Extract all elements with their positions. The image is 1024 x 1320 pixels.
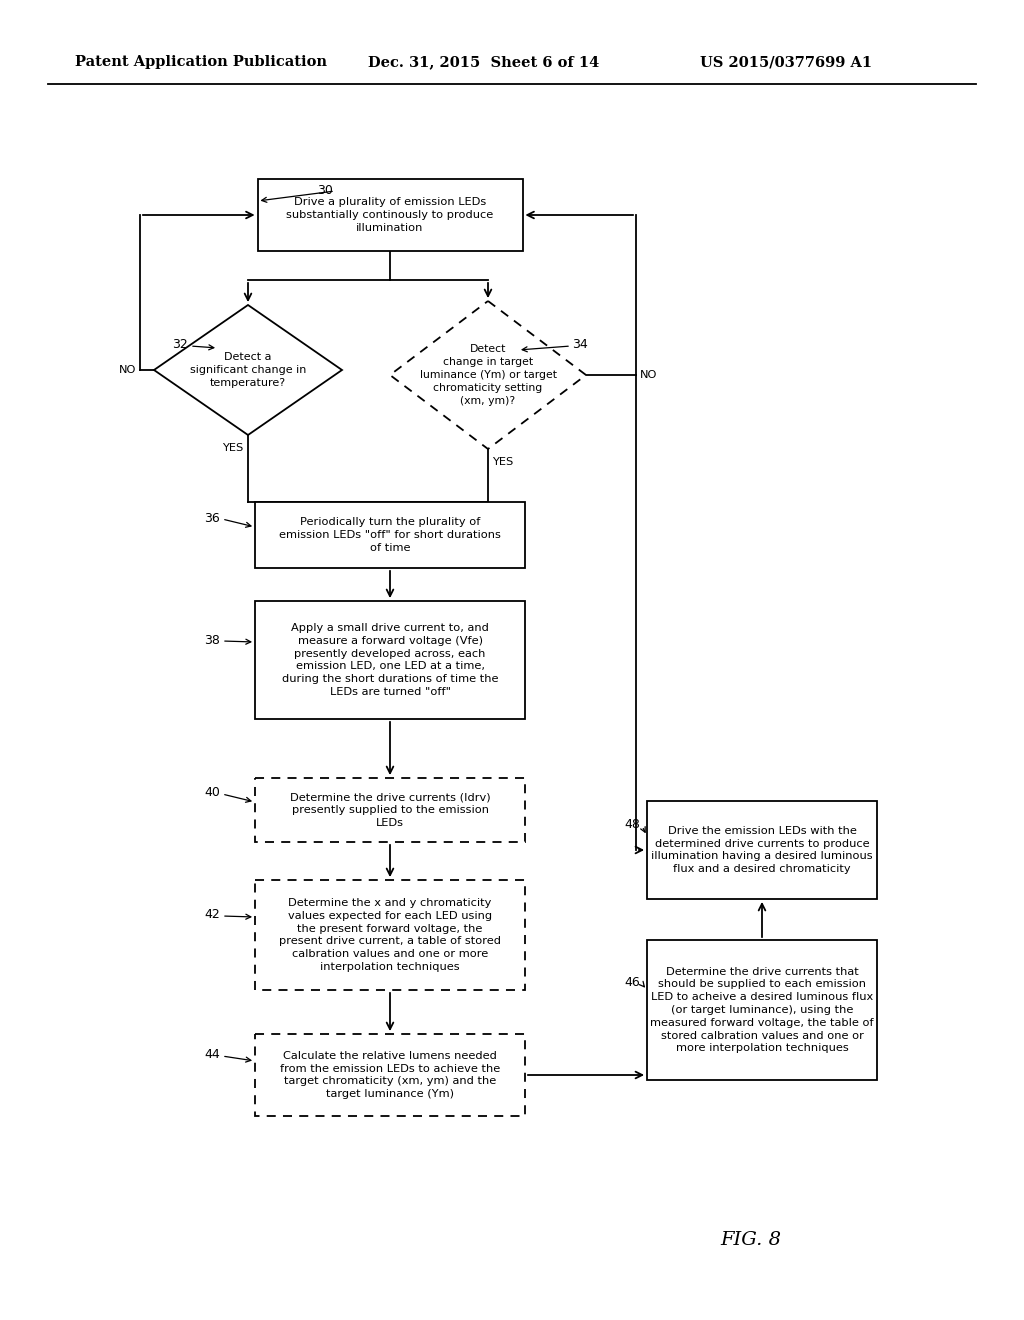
Text: Determine the x and y chromaticity
values expected for each LED using
the presen: Determine the x and y chromaticity value… (279, 898, 501, 972)
Text: 48: 48 (624, 818, 640, 832)
Text: YES: YES (493, 457, 514, 467)
Text: Calculate the relative lumens needed
from the emission LEDs to achieve the
targe: Calculate the relative lumens needed fro… (280, 1051, 500, 1100)
Text: Dec. 31, 2015  Sheet 6 of 14: Dec. 31, 2015 Sheet 6 of 14 (368, 55, 599, 69)
Text: NO: NO (640, 370, 657, 380)
Bar (255, 601, 525, 719)
Bar (255, 502, 525, 568)
Text: 32: 32 (172, 338, 188, 351)
Polygon shape (154, 305, 342, 436)
Text: Detect a
significant change in
temperature?: Detect a significant change in temperatu… (189, 352, 306, 388)
Text: 42: 42 (204, 908, 220, 921)
Text: Patent Application Publication: Patent Application Publication (75, 55, 327, 69)
Text: YES: YES (222, 444, 244, 453)
Text: 30: 30 (317, 183, 333, 197)
Text: Periodically turn the plurality of
emission LEDs "off" for short durations
of ti: Periodically turn the plurality of emiss… (280, 517, 501, 553)
Polygon shape (390, 301, 586, 449)
Text: US 2015/0377699 A1: US 2015/0377699 A1 (700, 55, 872, 69)
Text: 38: 38 (204, 634, 220, 647)
Bar (255, 777, 525, 842)
Bar (255, 1034, 525, 1115)
Text: 46: 46 (625, 977, 640, 990)
Text: Drive the emission LEDs with the
determined drive currents to produce
illuminati: Drive the emission LEDs with the determi… (651, 826, 872, 874)
Text: 34: 34 (572, 338, 588, 351)
Bar (647, 801, 877, 899)
Text: 40: 40 (204, 787, 220, 800)
Bar (255, 880, 525, 990)
Text: 44: 44 (204, 1048, 220, 1061)
Bar (647, 940, 877, 1080)
Text: FIG. 8: FIG. 8 (720, 1232, 781, 1249)
Text: Detect
change in target
luminance (Ym) or target
chromaticity setting
(xm, ym)?: Detect change in target luminance (Ym) o… (420, 345, 556, 405)
Text: NO: NO (119, 366, 136, 375)
Text: Apply a small drive current to, and
measure a forward voltage (Vfe)
presently de: Apply a small drive current to, and meas… (282, 623, 499, 697)
Text: Drive a plurality of emission LEDs
substantially continously to produce
illumina: Drive a plurality of emission LEDs subst… (287, 197, 494, 232)
Text: Determine the drive currents (Idrv)
presently supplied to the emission
LEDs: Determine the drive currents (Idrv) pres… (290, 792, 490, 828)
Bar (257, 180, 522, 251)
Text: 36: 36 (204, 511, 220, 524)
Text: Determine the drive currents that
should be supplied to each emission
LED to ach: Determine the drive currents that should… (650, 966, 873, 1053)
